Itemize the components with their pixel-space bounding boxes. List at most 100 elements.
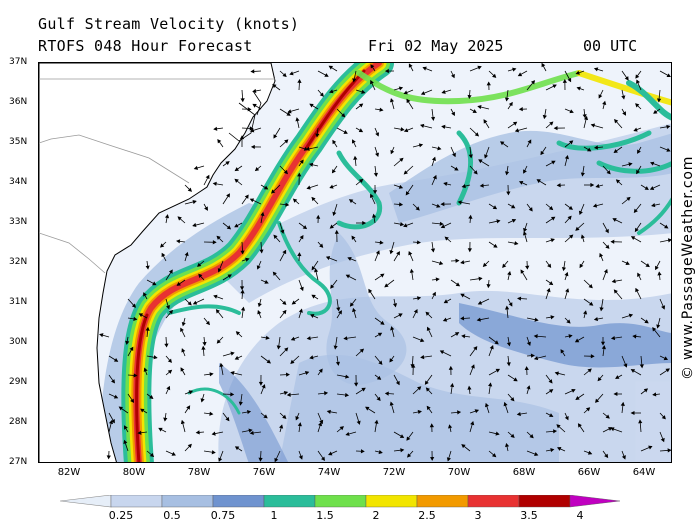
current-arrowhead <box>408 251 413 256</box>
current-arrowhead <box>298 455 303 460</box>
colorbar-cell <box>110 495 163 508</box>
current-arrowhead <box>349 302 354 307</box>
current-arrowhead <box>549 413 554 417</box>
current-arrowhead <box>605 228 609 234</box>
current-arrowhead <box>577 423 582 428</box>
current-arrowhead <box>495 431 500 436</box>
current-arrowhead <box>351 139 356 144</box>
current-arrowhead <box>564 154 569 160</box>
current-arrowhead <box>257 302 262 308</box>
current-arrowhead <box>636 79 640 84</box>
current-arrowhead <box>500 141 505 146</box>
current-arrowhead <box>454 166 459 171</box>
current-arrowhead <box>362 220 367 226</box>
current-arrowhead <box>568 334 573 339</box>
lon-label: 64W <box>632 467 656 478</box>
current-arrowhead <box>274 457 279 462</box>
current-arrowhead <box>411 363 416 368</box>
current-arrowhead <box>258 381 263 386</box>
colorbar-label: 4 <box>576 509 584 522</box>
current-arrowhead <box>451 111 455 117</box>
current-arrowhead <box>603 268 608 274</box>
colorbar-cell <box>365 495 418 508</box>
current-arrowhead <box>525 265 530 270</box>
current-arrowhead <box>311 196 316 202</box>
current-arrowhead <box>504 97 510 102</box>
current-arrowhead <box>217 268 222 273</box>
current-arrowhead <box>403 170 408 175</box>
current-arrowhead <box>437 146 442 151</box>
current-arrowhead <box>443 181 448 186</box>
current-arrowhead <box>240 250 245 255</box>
current-arrowhead <box>597 376 602 382</box>
current-arrowhead <box>460 316 465 321</box>
current-arrowhead <box>635 74 640 79</box>
current-arrowhead <box>343 130 348 134</box>
current-arrowhead <box>557 447 562 451</box>
current-arrowhead <box>530 80 536 85</box>
current-arrowhead <box>283 169 288 175</box>
current-arrowhead <box>476 317 481 322</box>
current-arrowhead <box>634 227 639 233</box>
current-arrowhead <box>566 319 571 324</box>
current-arrowhead <box>457 410 462 415</box>
current-arrowhead <box>399 222 405 227</box>
current-arrowhead <box>472 109 477 113</box>
current-arrowhead <box>398 184 404 189</box>
current-arrowhead <box>626 196 631 201</box>
current-arrowhead <box>311 265 316 271</box>
current-arrowhead <box>613 149 618 153</box>
current-arrowhead <box>373 172 379 177</box>
current-arrowhead <box>344 392 350 398</box>
current-arrowhead <box>380 320 385 325</box>
current-arrowhead <box>298 308 303 313</box>
current-arrowhead <box>513 377 518 382</box>
current-arrowhead <box>502 263 507 268</box>
current-arrowhead <box>111 419 115 424</box>
current-arrowhead <box>656 324 661 329</box>
current-arrowhead <box>286 111 291 116</box>
current-arrowhead <box>409 268 414 273</box>
current-arrowhead <box>523 227 528 233</box>
current-arrowhead <box>302 225 308 230</box>
current-arrowhead <box>599 307 604 312</box>
current-arrowhead <box>177 216 182 221</box>
current-arrowhead <box>325 256 331 261</box>
current-arrowhead <box>621 455 626 460</box>
current-arrowhead <box>338 310 342 315</box>
current-arrowhead <box>666 73 671 78</box>
current-arrowhead <box>211 450 216 455</box>
current-arrowhead <box>400 127 405 132</box>
current-arrowhead <box>507 270 512 276</box>
current-arrowhead <box>413 309 418 314</box>
current-arrowhead <box>565 288 570 293</box>
current-arrowhead <box>390 326 395 331</box>
current-arrowhead <box>326 409 331 414</box>
colorbar-cell <box>161 495 214 508</box>
current-arrowhead <box>518 106 523 112</box>
current-arrowhead <box>284 347 289 352</box>
current-arrowhead <box>503 401 508 407</box>
current-arrowhead <box>319 92 324 97</box>
current-arrowhead <box>605 244 610 249</box>
current-arrowhead <box>195 430 200 435</box>
current-arrowhead <box>530 353 535 358</box>
current-arrowhead <box>336 307 341 312</box>
current-arrowhead <box>504 171 510 176</box>
current-arrowhead <box>536 179 541 184</box>
current-arrowhead <box>264 279 269 284</box>
lat-label: 35N <box>9 137 28 147</box>
current-arrowhead <box>663 356 669 361</box>
current-arrowhead <box>133 316 138 321</box>
current-arrowhead <box>510 397 515 402</box>
current-arrowhead <box>216 339 221 344</box>
lon-label: 72W <box>382 467 406 478</box>
current-arrowhead <box>138 313 144 318</box>
current-arrowhead <box>632 334 637 339</box>
current-arrowhead <box>180 419 185 425</box>
current-arrowhead <box>460 260 465 265</box>
current-arrowhead <box>417 409 422 415</box>
colorbar-label: 0.25 <box>108 509 134 522</box>
current-arrowhead <box>511 218 517 223</box>
current-arrowhead <box>444 236 449 241</box>
